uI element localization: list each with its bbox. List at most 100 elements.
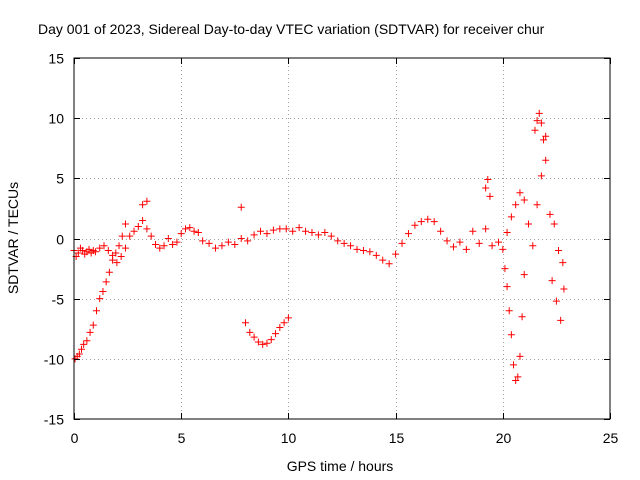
y-tick-label: -5 [52, 292, 65, 308]
data-point [99, 287, 107, 295]
data-point [177, 230, 185, 238]
plot-frame [73, 57, 611, 420]
data-point [105, 268, 113, 276]
data-point [115, 242, 123, 250]
data-point [276, 225, 284, 233]
data-point [263, 230, 271, 238]
data-point [186, 224, 194, 232]
data-series [70, 109, 568, 384]
data-point [482, 225, 490, 233]
data-point [482, 184, 490, 192]
data-point [112, 249, 120, 257]
data-point [347, 242, 355, 250]
data-point [254, 338, 262, 346]
x-axis-label: GPS time / hours [287, 458, 394, 474]
data-point [516, 352, 524, 360]
data-point [280, 319, 288, 327]
data-point [559, 259, 567, 267]
data-point [118, 232, 126, 240]
data-point [424, 215, 432, 223]
data-point [525, 220, 533, 228]
data-point [160, 242, 168, 250]
data-point [269, 226, 277, 234]
data-point [550, 220, 558, 228]
data-point [237, 203, 245, 211]
data-point [548, 277, 556, 285]
data-point [340, 239, 348, 247]
data-point [212, 244, 220, 252]
data-point [257, 227, 265, 235]
data-point [507, 331, 515, 339]
data-point [531, 126, 539, 134]
data-point [246, 328, 254, 336]
data-point [495, 238, 503, 246]
data-point [100, 242, 108, 250]
data-point [510, 361, 518, 369]
data-point [540, 136, 548, 144]
data-point [430, 218, 438, 226]
data-point [121, 244, 129, 252]
data-point [557, 316, 565, 324]
data-point [505, 307, 513, 315]
data-point [552, 297, 560, 305]
data-point [327, 232, 335, 240]
data-point [244, 237, 252, 245]
data-point [164, 235, 172, 242]
data-point [443, 237, 451, 245]
data-point [334, 237, 342, 245]
data-point [250, 333, 258, 341]
data-point [231, 241, 239, 249]
data-point [237, 235, 245, 242]
chart-title: Day 001 of 2023, Sidereal Day-to-day VTE… [38, 21, 545, 37]
data-point [169, 241, 177, 249]
y-tick-label: 0 [56, 232, 64, 248]
data-point [353, 245, 361, 253]
data-point [242, 319, 250, 327]
data-point [379, 256, 387, 264]
data-point [102, 278, 110, 286]
data-point [86, 328, 94, 336]
data-point [398, 239, 406, 247]
x-tick-label: 5 [178, 430, 186, 446]
data-point [308, 228, 316, 236]
data-point [385, 260, 393, 268]
data-point [456, 238, 464, 246]
data-point [295, 224, 303, 232]
x-tick-label: 15 [389, 430, 405, 446]
data-point [417, 218, 425, 226]
data-point [93, 307, 101, 315]
data-point [126, 232, 134, 240]
data-point [542, 156, 550, 164]
data-point [139, 201, 147, 209]
data-point [96, 244, 104, 252]
data-point [404, 230, 412, 238]
data-point [250, 231, 258, 239]
y-tick-label: 5 [56, 171, 64, 187]
data-point [272, 330, 280, 338]
data-point [139, 216, 147, 224]
data-point [503, 283, 511, 291]
x-tick-label: 0 [71, 430, 79, 446]
data-point [488, 242, 496, 250]
data-point [560, 285, 568, 293]
data-point [134, 222, 142, 230]
data-point [512, 201, 520, 209]
grid-lines [74, 58, 610, 419]
data-point [507, 213, 515, 221]
data-point [75, 350, 83, 358]
data-point [263, 339, 271, 347]
data-point [284, 314, 292, 322]
data-point [181, 225, 189, 233]
data-point [173, 238, 181, 246]
y-tick-label: -15 [44, 412, 64, 428]
data-point [79, 247, 87, 255]
data-point [437, 227, 445, 235]
data-point [104, 247, 112, 255]
data-point [314, 231, 322, 239]
data-point [475, 239, 483, 247]
data-point [143, 225, 151, 233]
data-point [282, 225, 290, 233]
data-point [516, 189, 524, 197]
data-point [520, 271, 528, 279]
